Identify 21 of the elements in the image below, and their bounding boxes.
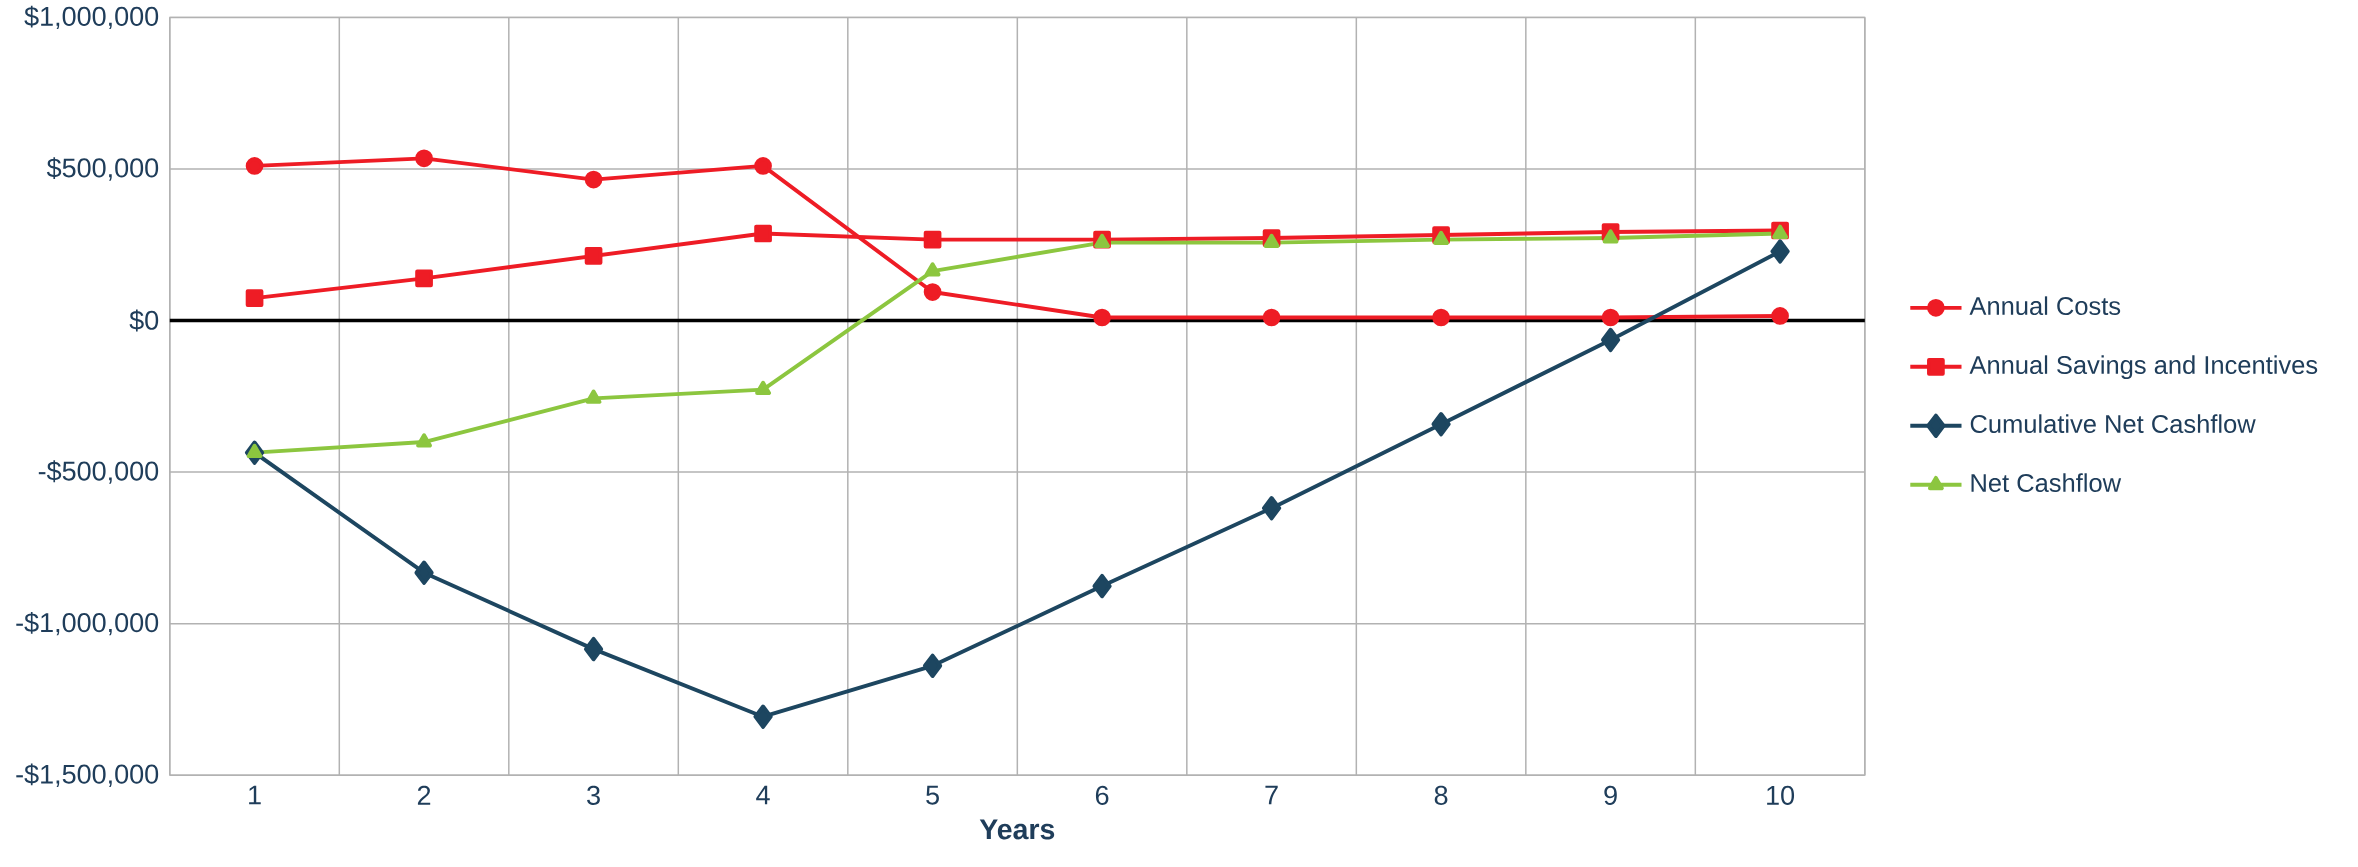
x-tick-label: 7 bbox=[1265, 785, 1278, 805]
y-tick-label: $0 bbox=[129, 309, 159, 332]
legend-label: Cumulative Net Cashflow bbox=[1970, 414, 2256, 434]
x-tick-label: 2 bbox=[417, 785, 431, 805]
x-tick-label: 8 bbox=[1434, 785, 1448, 805]
y-tick-label: $500,000 bbox=[46, 157, 159, 181]
x-tick-label: 3 bbox=[587, 785, 600, 805]
y-tick-label: -$1,500,000 bbox=[16, 763, 159, 787]
y-tick-label: -$1,000,000 bbox=[16, 611, 159, 636]
x-tick-label: 9 bbox=[1604, 785, 1617, 805]
legend-label: Annual Costs bbox=[1969, 296, 2121, 316]
x-tick-label: 1 bbox=[249, 785, 261, 805]
x-axis-title: Years bbox=[979, 819, 1055, 840]
x-tick-label: 10 bbox=[1767, 785, 1795, 805]
x-tick-label: 5 bbox=[926, 785, 939, 805]
legend-label: Net Cashflow bbox=[1971, 473, 2122, 492]
x-tick-label: 4 bbox=[756, 785, 770, 805]
y-tick-label: $1,000,000 bbox=[24, 5, 159, 30]
x-tick-label: 6 bbox=[1095, 785, 1109, 805]
legend-label: Annual Savings and Incentives bbox=[1969, 355, 2318, 380]
y-tick-label: -$500,000 bbox=[38, 460, 159, 484]
